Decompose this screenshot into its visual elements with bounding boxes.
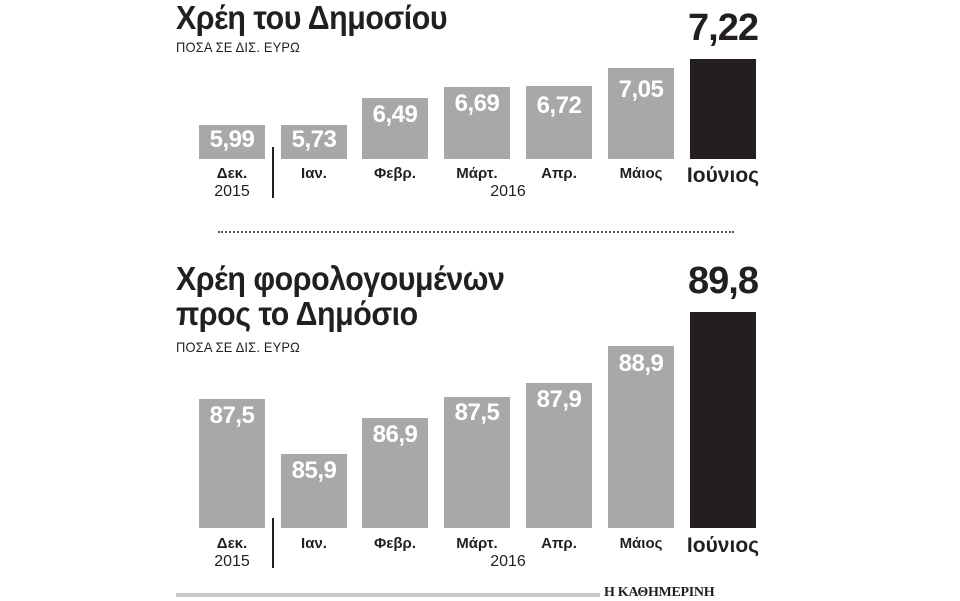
bar-value: 5,73 [291,126,337,153]
chart1-label-jun: Ιούνιος [686,164,760,187]
footer-rule [176,593,600,597]
bar-value: 6,69 [454,90,500,117]
bar-value: 86,9 [372,421,418,448]
chart1-label-apr: Απρ. [541,165,577,182]
chart1-label-dec: Δεκ. [216,165,248,182]
chart2-year-divider [272,518,274,568]
chart2-bar-may: 88,9 [608,346,674,528]
chart2-label-may: Μάιος [619,535,663,552]
bar-value: 5,99 [209,126,255,153]
chart2-title-line2: προς το Δημόσιο [176,295,418,332]
section-separator [218,231,734,235]
chart1-bar-mar: 6,69 [444,87,510,159]
chart1-label-jan: Ιαν. [301,165,327,182]
chart2-highlight-value: 89,8 [688,260,759,302]
chart2-year-2016: 2016 [490,553,526,570]
chart1-highlight-value: 7,22 [688,7,759,49]
bar-value: 87,9 [536,386,582,413]
chart1-bar-jan: 5,73 [281,125,347,159]
chart1-year-2016: 2016 [490,183,526,200]
chart2-bar-mar: 87,5 [444,397,510,528]
chart2-subtitle: ΠΟΣΑ ΣΕ ΔΙΣ. ΕΥΡΩ [176,339,300,355]
chart2-bar-jun [690,312,756,528]
chart1-label-may: Μάιος [619,165,663,182]
chart1-label-feb: Φεβρ. [373,165,417,182]
chart2-label-jan: Ιαν. [301,535,327,552]
bar-value: 6,49 [372,101,418,128]
chart1-bar-feb: 6,49 [362,98,428,159]
bar-value: 87,5 [209,402,255,429]
bar-value: 88,9 [618,350,664,377]
chart1-bar-apr: 6,72 [526,86,592,159]
chart1-label-mar: Μάρτ. [456,165,498,182]
chart1-bar-dec: 5,99 [199,125,265,159]
chart1-year-2015: 2015 [214,183,250,200]
chart2-year-2015: 2015 [214,553,250,570]
chart2-label-mar: Μάρτ. [456,535,498,552]
chart2-bar-dec: 87,5 [199,399,265,528]
chart1-bar-jun [690,59,756,159]
chart2-label-feb: Φεβρ. [373,535,417,552]
chart2-title-line1: Χρέη φορολογουμένων [176,260,505,297]
chart2-bar-jan: 85,9 [281,454,347,528]
chart2-label-apr: Απρ. [541,535,577,552]
chart2-label-dec: Δεκ. [216,535,248,552]
chart1-bar-may: 7,05 [608,68,674,159]
publisher-logo: Η ΚΑΘΗΜΕΡΙΝΗ [604,585,715,600]
chart1-title: Χρέη του Δημοσίου [176,0,448,36]
bar-value: 85,9 [291,457,337,484]
chart2-label-jun: Ιούνιος [686,534,760,557]
bar-value: 7,05 [618,76,664,103]
bar-value: 87,5 [454,399,500,426]
bar-value: 6,72 [536,92,582,119]
chart1-year-divider [272,147,274,198]
chart2-bar-feb: 86,9 [362,418,428,528]
chart1-subtitle: ΠΟΣΑ ΣΕ ΔΙΣ. ΕΥΡΩ [176,39,300,55]
chart2-bar-apr: 87,9 [526,383,592,528]
